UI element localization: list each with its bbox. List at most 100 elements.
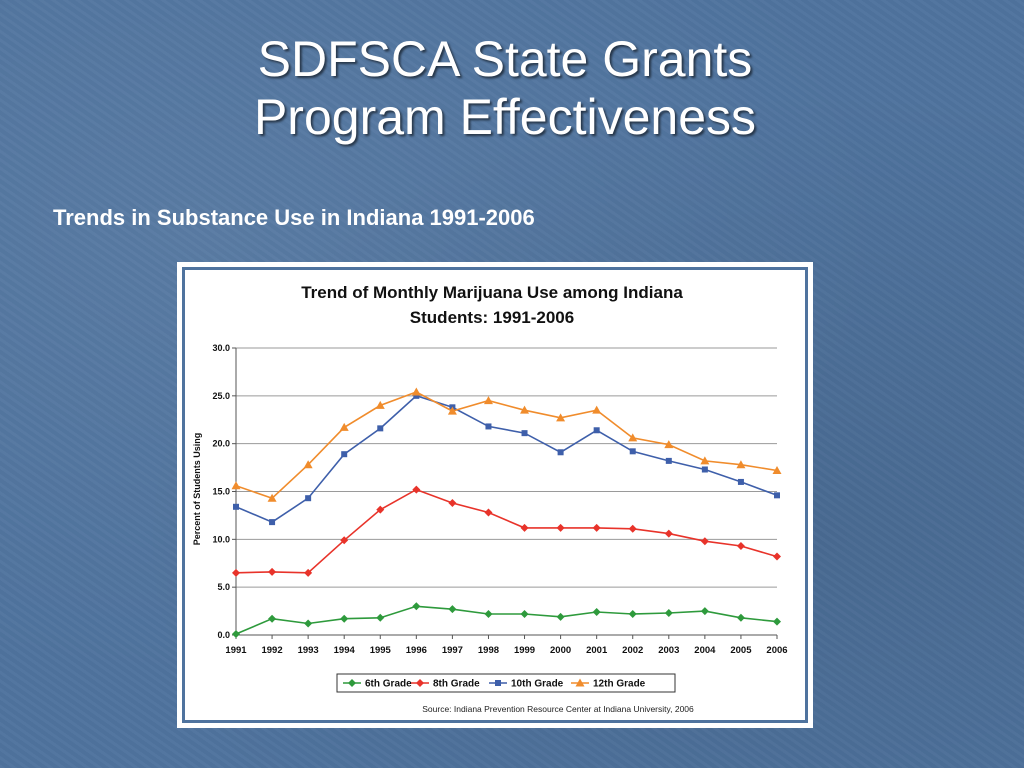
y-tick-label: 20.0 [212,439,230,449]
series-8th-grade [232,485,781,577]
y-tick-label: 25.0 [212,391,230,401]
data-point-8th-grade [232,568,240,577]
axes: 0.0 5.0 10.0 15.0 20.0 25.0 30.0 1991 1992 1993 19… [212,343,787,656]
data-point-6th-grade [412,602,421,611]
data-point-6th-grade [592,608,601,617]
x-tick-label: 2005 [730,645,752,656]
data-point-8th-grade [304,568,313,577]
chart-panel: Trend of Monthly Marijuana Use among Ind… [182,267,808,723]
data-point-8th-grade [376,505,385,514]
y-tick-label: 0.0 [217,630,230,640]
chart-frame: Trend of Monthly Marijuana Use among Ind… [177,262,813,728]
y-tick-label: 5.0 [217,582,230,592]
series-line-10th-grade [235,394,778,524]
data-point-10th-grade [737,478,744,485]
series-line-6th-grade [235,605,778,635]
data-point-10th-grade [521,430,528,437]
chart-title-line1: Trend of Monthly Marijuana Use among Ind… [301,283,683,302]
data-point-12th-grade [411,387,421,396]
legend-marker-6th-grade [348,679,356,687]
data-point-10th-grade [269,519,276,526]
data-point-6th-grade [376,613,385,622]
data-point-12th-grade [700,456,710,465]
data-point-10th-grade [629,448,636,455]
chart-title-line2: Students: 1991-2006 [410,308,574,327]
legend-marker-12th-grade [575,678,585,687]
data-point-6th-grade [664,608,673,617]
data-point-10th-grade [485,423,492,430]
data-point-8th-grade [448,498,457,507]
legend-marker-8th-grade [416,679,424,687]
legend-label-6th-grade: 6th Grade [365,679,412,690]
x-tick-label: 2001 [586,645,608,656]
slide-subtitle: Trends in Substance Use in Indiana 1991-… [53,205,535,230]
x-tick-label: 2003 [658,645,679,656]
data-point-12th-grade [267,493,277,502]
data-point-12th-grade [231,481,241,490]
data-point-8th-grade [628,524,637,533]
data-point-10th-grade [377,425,384,432]
data-point-12th-grade [772,465,782,474]
legend-marker-10th-grade [495,680,501,686]
data-point-10th-grade [413,392,420,399]
data-point-6th-grade [304,619,313,628]
data-point-10th-grade [305,495,312,502]
data-point-6th-grade [232,630,240,639]
x-tick-label: 2004 [694,645,716,656]
x-tick-label: 1992 [261,645,282,656]
data-point-6th-grade [448,605,457,614]
data-point-6th-grade [340,614,349,623]
data-point-6th-grade [268,614,277,623]
legend-label-12th-grade: 12th Grade [593,679,646,690]
slide-title: SDFSCA State Grants Program Effectivenes… [0,30,1010,146]
data-point-12th-grade [664,440,674,449]
data-point-6th-grade [556,612,565,621]
data-point-8th-grade [592,523,601,532]
data-point-6th-grade [700,607,709,616]
series-10th-grade [233,392,780,526]
x-tick-label: 2002 [622,645,643,656]
data-point-8th-grade [700,537,709,546]
data-point-10th-grade [557,449,564,456]
data-point-6th-grade [520,609,529,618]
x-tick-label: 1997 [442,645,463,656]
data-point-8th-grade [773,552,781,561]
data-point-6th-grade [773,617,781,626]
data-point-12th-grade [483,396,493,405]
y-tick-label: 10.0 [212,534,230,544]
series-6th-grade [232,602,781,639]
x-tick-label: 2006 [766,645,787,656]
data-point-12th-grade [628,433,638,442]
data-point-6th-grade [736,613,745,622]
line-chart: Trend of Monthly Marijuana Use among Ind… [192,283,788,714]
data-point-12th-grade [520,405,530,414]
x-tick-label: 1991 [225,645,247,656]
series-12th-grade [231,387,782,502]
data-point-8th-grade [268,567,277,576]
x-tick-label: 1994 [334,645,356,656]
y-axis-label: Percent of Students Using [192,433,202,546]
legend: 6th Grade 8th Grade 10th Grade 12th Grade [336,673,676,693]
data-point-10th-grade [665,457,672,464]
data-point-12th-grade [375,400,385,409]
data-point-6th-grade [628,609,637,618]
data-point-12th-grade [447,406,457,415]
data-point-10th-grade [233,503,239,510]
y-tick-label: 30.0 [212,343,230,353]
data-point-10th-grade [701,466,708,473]
data-point-8th-grade [520,523,529,532]
x-tick-label: 1995 [370,645,392,656]
legend-label-10th-grade: 10th Grade [511,679,564,690]
grid-lines [236,347,777,588]
data-point-12th-grade [339,422,349,431]
data-point-10th-grade [774,492,780,499]
data-point-10th-grade [341,451,348,458]
series-line-12th-grade [235,391,778,500]
legend-label-8th-grade: 8th Grade [433,679,480,690]
chart-source: Source: Indiana Prevention Resource Cent… [422,704,694,714]
data-point-8th-grade [664,529,673,538]
data-point-8th-grade [556,523,565,532]
data-point-10th-grade [593,427,600,434]
data-point-6th-grade [484,609,493,618]
x-tick-label: 1999 [514,645,535,656]
